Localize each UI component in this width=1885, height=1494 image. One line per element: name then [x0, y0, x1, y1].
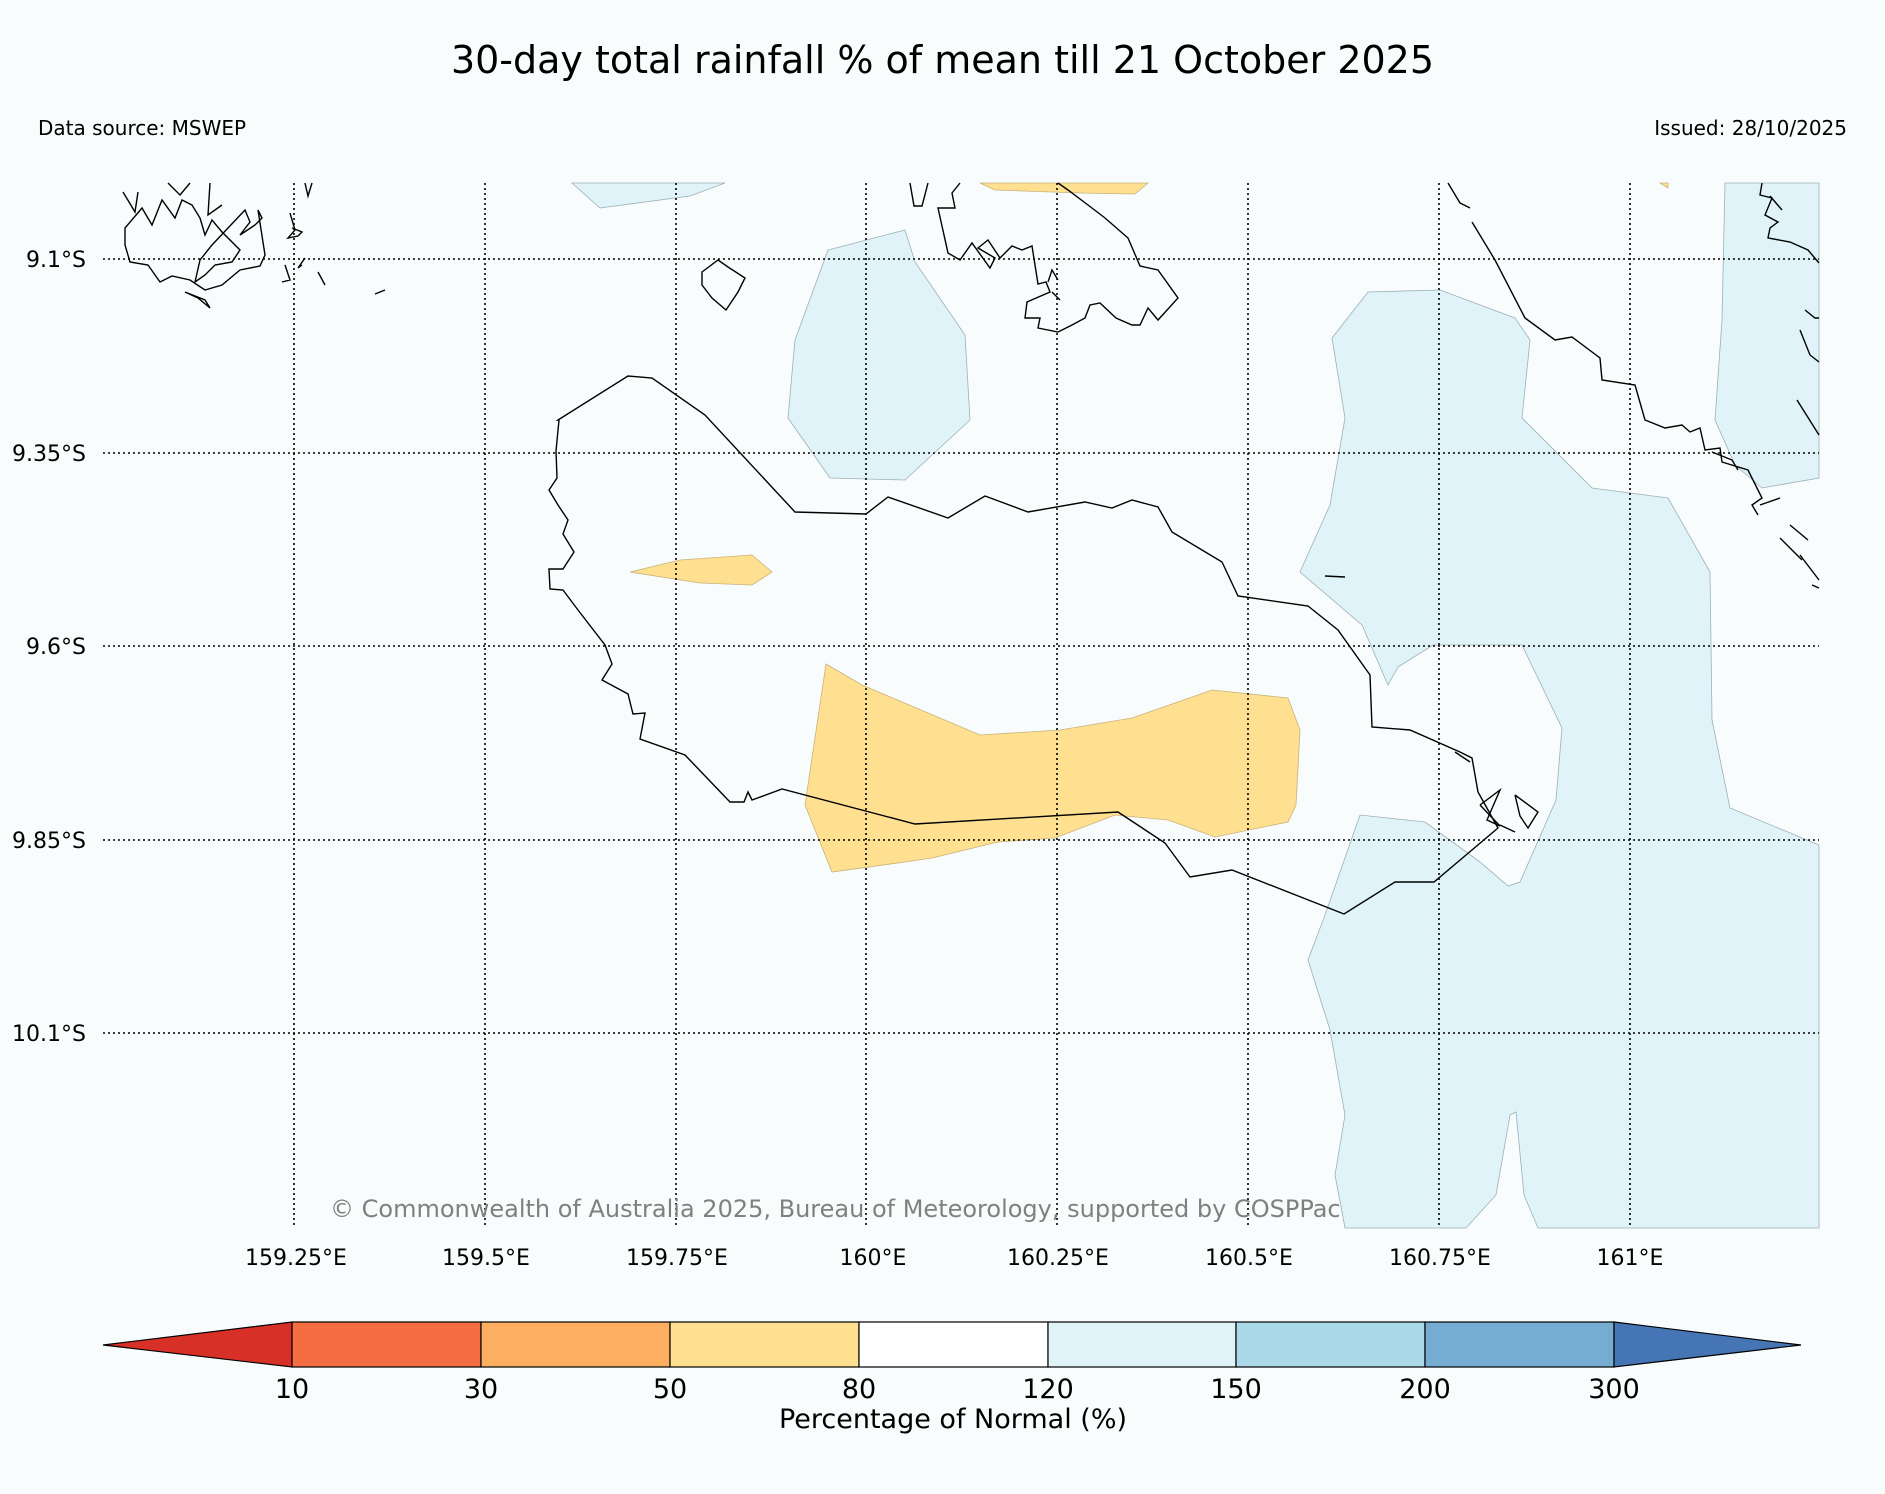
lon-label: 160.75°E [1389, 1246, 1491, 1271]
copyright-text: © Commonwealth of Australia 2025, Bureau… [330, 1195, 1341, 1223]
wet-region-east [1299, 289, 1820, 1229]
colorbar-label: Percentage of Normal (%) [779, 1404, 1127, 1435]
lon-label: 160.25°E [1007, 1246, 1109, 1271]
lon-label: 161°E [1597, 1246, 1664, 1271]
lat-label: 9.35°S [12, 442, 86, 467]
lon-label: 160°E [840, 1246, 907, 1271]
colorbar-swatch-10-30 [291, 1321, 482, 1368]
lon-label: 159.75°E [626, 1246, 728, 1271]
wet-region-top-small [570, 182, 726, 209]
map-gridlines [103, 183, 1819, 1228]
lat-label: 9.6°S [26, 635, 86, 660]
coastline-islet [1499, 824, 1516, 833]
lat-label: 10.1°S [12, 1022, 86, 1047]
dry-regions-50-80 [629, 182, 1669, 873]
colorbar-tick: 300 [1588, 1374, 1640, 1405]
coastline-islet [1324, 575, 1346, 578]
lat-label: 9.85°S [12, 829, 86, 854]
colorbar-swatch-150-200 [1235, 1321, 1426, 1368]
colorbar: 10 30 50 80 120 150 200 300 Percentage o… [102, 1321, 1802, 1435]
colorbar-tick: 30 [464, 1374, 498, 1405]
coastline-islet [1514, 794, 1539, 830]
coastline-northwest-islet [304, 182, 313, 199]
colorbar-swatch-30-50 [480, 1321, 671, 1368]
colorbar-tick: 10 [275, 1374, 309, 1405]
colorbar-ticks: 10 30 50 80 120 150 200 300 [275, 1374, 1640, 1405]
colorbar-tick: 120 [1022, 1374, 1074, 1405]
dry-region-top [979, 182, 1150, 195]
issued-date-label: Issued: 28/10/2025 [1654, 116, 1847, 140]
colorbar-tick: 150 [1210, 1374, 1262, 1405]
lon-label: 159.25°E [245, 1246, 347, 1271]
map-panel: © Commonwealth of Australia 2025, Bureau… [103, 182, 1820, 1229]
lon-label: 159.5°E [442, 1246, 530, 1271]
colorbar-under-triangle [102, 1321, 293, 1368]
colorbar-tick: 80 [842, 1374, 876, 1405]
dry-region-tiny-ne [1658, 182, 1669, 189]
dry-region-central [804, 663, 1301, 873]
coastline-malaita [1447, 182, 1820, 589]
colorbar-swatch-120-150 [1047, 1321, 1237, 1368]
colorbar-swatch-50-80 [669, 1321, 860, 1368]
colorbar-tick: 200 [1399, 1374, 1451, 1405]
latitude-labels: 9.1°S 9.35°S 9.6°S 9.85°S 10.1°S [12, 248, 86, 1047]
lat-label: 9.1°S [26, 248, 86, 273]
map-title: 30-day total rainfall % of mean till 21 … [450, 38, 1435, 82]
lon-label: 160.5°E [1205, 1246, 1293, 1271]
wet-region-northeast [1714, 182, 1820, 489]
dry-region-small-west [629, 554, 773, 586]
coastline-small-island [701, 259, 746, 312]
data-source-label: Data source: MSWEP [38, 116, 247, 140]
coastline-northwest-islands [122, 182, 386, 309]
coastline-main-island [548, 375, 1499, 915]
coastlines [122, 182, 1820, 915]
colorbar-swatch-200-300 [1424, 1321, 1615, 1368]
colorbar-tick: 50 [653, 1374, 687, 1405]
longitude-labels: 159.25°E 159.5°E 159.75°E 160°E 160.25°E… [245, 1246, 1663, 1271]
coastline-islet [1479, 787, 1502, 827]
colorbar-swatch-80-120 [858, 1321, 1049, 1368]
colorbar-over-triangle [1613, 1321, 1802, 1368]
coastline-islet [1454, 751, 1471, 763]
coastline-nggela-islands [909, 182, 1179, 333]
wet-region-west [787, 229, 971, 481]
